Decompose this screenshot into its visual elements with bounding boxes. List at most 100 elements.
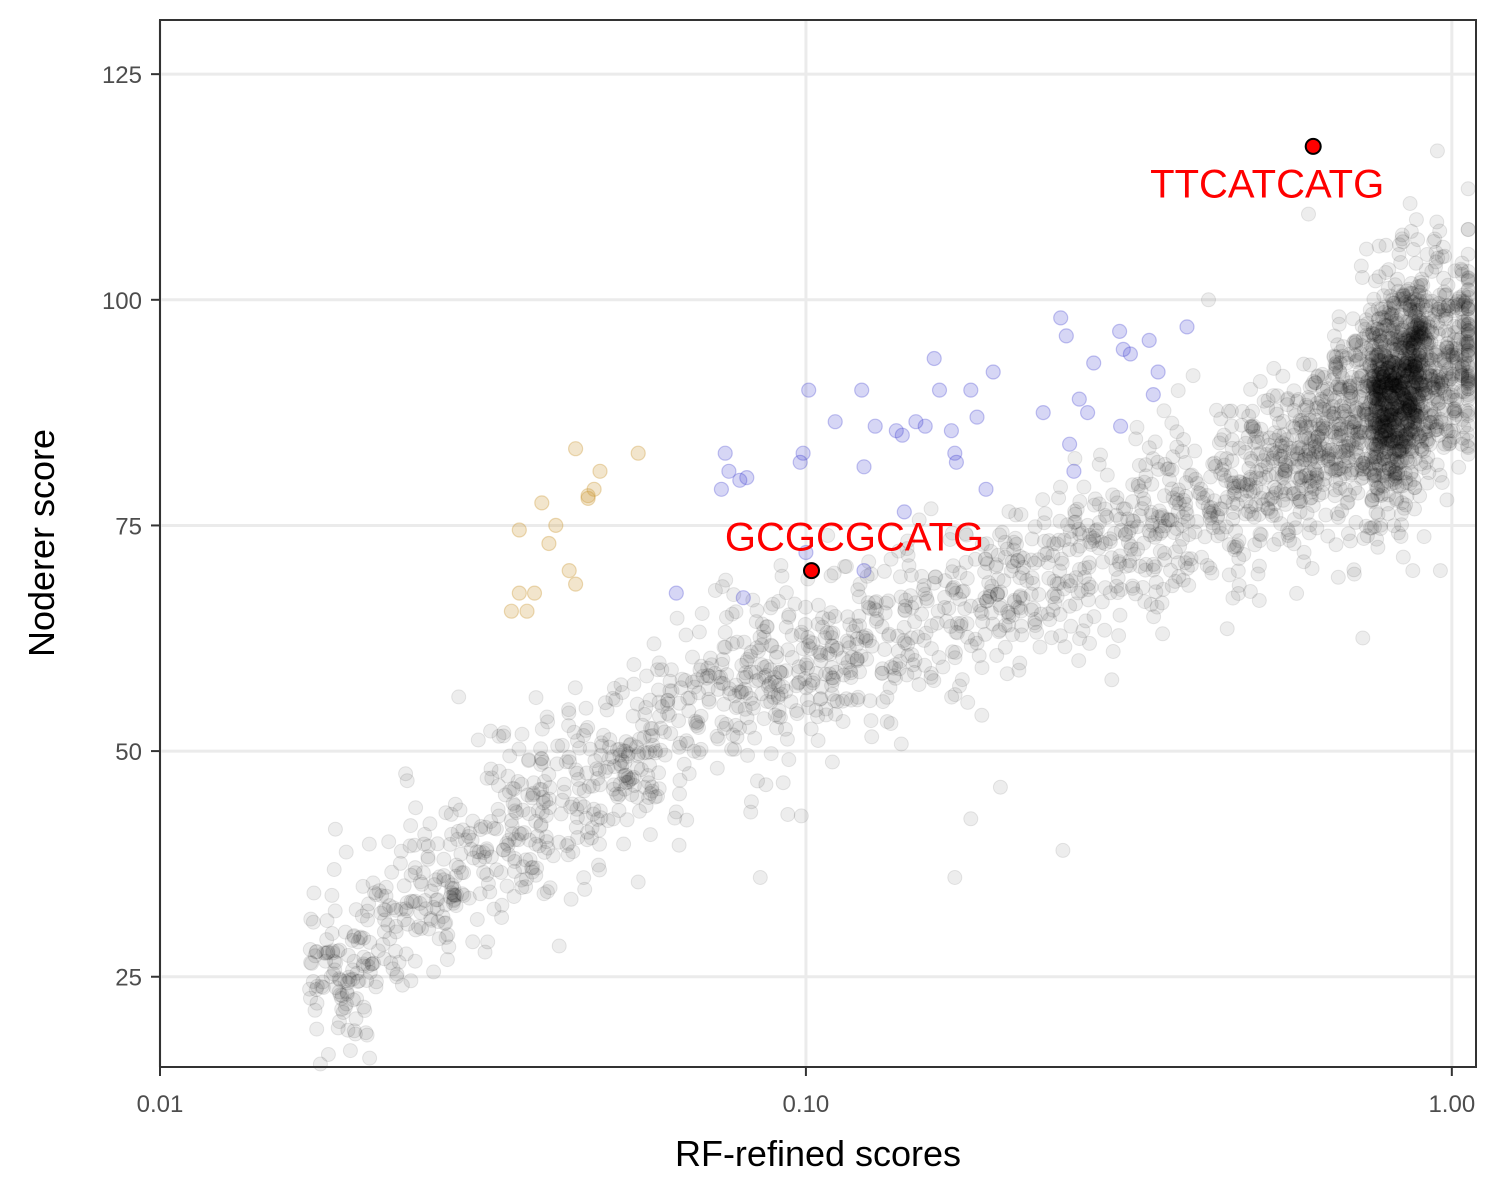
series-point xyxy=(854,382,870,398)
data-point xyxy=(1340,494,1356,510)
data-point xyxy=(496,842,512,858)
data-point xyxy=(1290,470,1306,486)
data-point xyxy=(1394,412,1410,428)
data-point xyxy=(1395,549,1411,565)
data-point xyxy=(1332,379,1348,395)
data-point xyxy=(979,593,995,609)
data-point xyxy=(923,501,939,517)
data-point xyxy=(1380,496,1395,512)
data-point xyxy=(1072,494,1088,509)
data-point xyxy=(472,886,488,902)
data-point xyxy=(1373,424,1388,440)
data-point xyxy=(1304,561,1320,576)
data-point xyxy=(616,743,632,759)
data-point xyxy=(1006,592,1022,608)
data-point xyxy=(1388,329,1404,345)
data-point xyxy=(691,624,707,640)
data-point xyxy=(1448,300,1464,316)
data-point xyxy=(1178,455,1193,470)
data-point xyxy=(1390,385,1406,401)
data-point xyxy=(1406,331,1422,347)
data-point xyxy=(1415,357,1431,373)
data-point xyxy=(629,739,644,755)
data-point xyxy=(1378,299,1394,315)
data-point xyxy=(533,757,549,772)
data-point xyxy=(1400,340,1416,356)
data-point xyxy=(408,922,424,938)
data-point xyxy=(509,805,525,820)
data-point xyxy=(420,838,436,854)
data-point xyxy=(1460,371,1476,387)
data-point xyxy=(693,658,709,674)
series-point xyxy=(519,603,535,619)
data-point xyxy=(1012,588,1028,604)
data-point xyxy=(820,528,836,543)
data-point xyxy=(1132,508,1148,524)
data-point xyxy=(1288,520,1304,536)
data-point xyxy=(1244,453,1260,469)
data-point xyxy=(927,569,943,585)
data-point xyxy=(1384,365,1400,381)
data-point xyxy=(709,728,725,744)
data-point xyxy=(436,851,452,867)
data-point xyxy=(1285,444,1301,460)
data-point xyxy=(1319,389,1335,404)
series-point xyxy=(511,585,527,601)
data-point xyxy=(1395,400,1411,416)
data-point xyxy=(1350,376,1366,392)
data-point xyxy=(1387,370,1402,386)
data-point xyxy=(1226,486,1242,502)
data-point xyxy=(1126,546,1142,562)
data-point xyxy=(798,599,814,615)
data-point xyxy=(334,1001,350,1017)
data-point xyxy=(1436,402,1452,418)
data-point xyxy=(662,673,678,689)
data-point xyxy=(1392,465,1408,481)
data-point xyxy=(465,934,481,950)
data-point xyxy=(657,724,672,740)
data-point xyxy=(470,732,486,748)
data-point xyxy=(1155,510,1170,526)
data-point xyxy=(1380,506,1396,521)
data-point xyxy=(1329,355,1344,370)
data-point xyxy=(1451,459,1467,475)
data-point xyxy=(1121,524,1137,540)
data-point xyxy=(1051,532,1067,548)
data-point xyxy=(362,1050,378,1066)
data-point xyxy=(1344,369,1360,385)
data-point xyxy=(874,665,890,681)
data-point xyxy=(325,945,341,961)
data-point xyxy=(320,1047,336,1062)
data-point xyxy=(1314,366,1330,382)
data-point xyxy=(793,808,809,824)
data-point xyxy=(1162,512,1178,528)
data-point xyxy=(1413,278,1429,294)
data-point xyxy=(1441,361,1457,376)
data-point xyxy=(1429,214,1445,230)
data-point xyxy=(446,892,462,907)
data-point xyxy=(1376,430,1392,446)
data-point xyxy=(1392,380,1408,396)
data-point xyxy=(1402,416,1418,432)
data-point xyxy=(335,1005,351,1020)
data-point xyxy=(974,605,990,621)
data-point xyxy=(993,600,1009,616)
data-point xyxy=(1336,396,1352,412)
data-point xyxy=(1399,415,1415,431)
data-point xyxy=(687,713,703,729)
series-point xyxy=(1179,319,1195,335)
data-point xyxy=(1379,410,1394,426)
series-point xyxy=(894,427,910,443)
data-point xyxy=(1294,413,1310,429)
series-point xyxy=(1035,405,1051,421)
data-point xyxy=(1088,523,1104,539)
data-point xyxy=(1210,508,1226,523)
data-point xyxy=(535,754,551,770)
data-point xyxy=(910,629,926,645)
data-point xyxy=(1398,474,1414,490)
data-point xyxy=(388,943,403,959)
data-point xyxy=(1221,403,1236,419)
data-point xyxy=(1225,495,1241,511)
data-point xyxy=(1371,404,1387,420)
data-point xyxy=(1093,447,1108,463)
